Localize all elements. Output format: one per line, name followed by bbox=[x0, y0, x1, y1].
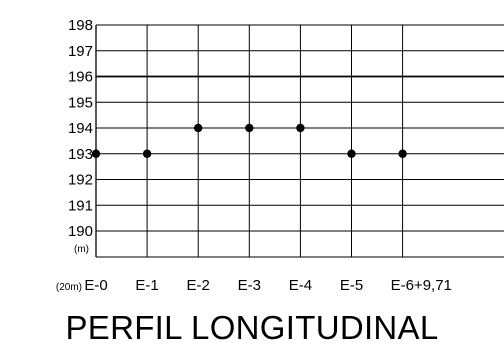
y-tick-label: 195 bbox=[68, 94, 93, 111]
data-point bbox=[91, 149, 101, 158]
y-tick-label: 190 bbox=[68, 223, 93, 240]
y-tick-label: 196 bbox=[68, 69, 93, 86]
data-point bbox=[194, 123, 203, 133]
data-point bbox=[245, 123, 254, 133]
x-tick-label: E-5 bbox=[340, 277, 363, 294]
data-point bbox=[142, 149, 152, 158]
x-tick-label: E-6+9,71 bbox=[391, 277, 452, 294]
y-tick-label: 191 bbox=[68, 197, 93, 214]
data-point bbox=[347, 149, 356, 158]
y-tick-label: 198 bbox=[68, 17, 93, 34]
data-point bbox=[296, 123, 305, 133]
grid bbox=[95, 24, 504, 258]
x-tick-label: E-2 bbox=[187, 277, 210, 294]
x-tick-label: E-0 bbox=[84, 277, 107, 294]
tick-labels: 198 197 196 195 194 193 192 191 190 (m) E-0 E-1 E-2 E… bbox=[56, 17, 452, 294]
y-unit-label: (m) bbox=[74, 244, 89, 255]
y-tick-label: 192 bbox=[68, 172, 93, 189]
y-tick-label: 197 bbox=[68, 43, 93, 60]
data-points bbox=[91, 123, 407, 158]
x-unit-label: (20m) bbox=[56, 282, 82, 293]
y-tick-label: 193 bbox=[68, 146, 93, 163]
x-tick-label: E-1 bbox=[135, 277, 158, 294]
chart-title: PERFIL LONGITUDINAL bbox=[65, 309, 439, 346]
y-tick-label: 194 bbox=[68, 120, 93, 137]
data-point bbox=[398, 149, 407, 158]
profile-chart: 198 197 196 195 194 193 192 191 190 (m) E-0 E-1 E-2 E… bbox=[56, 17, 504, 294]
x-tick-label: E-3 bbox=[238, 277, 261, 294]
x-tick-label: E-4 bbox=[289, 277, 312, 294]
